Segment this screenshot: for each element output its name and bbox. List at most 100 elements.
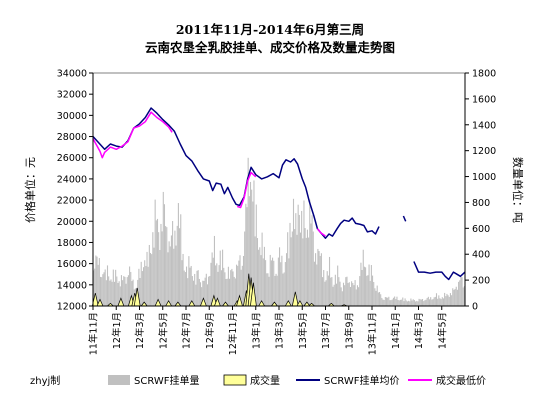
listing-volume-bar [402,297,404,306]
listing-volume-bar [291,231,293,306]
listing-volume-bar [187,278,189,306]
listing-volume-bar [435,293,438,306]
right-tick-label: 1800 [472,69,496,80]
listing-volume-bar [159,250,161,306]
listing-volume-bar [217,271,219,306]
listing-volume-bar [311,215,313,306]
listing-volume-bar [97,264,99,306]
listing-volume-bar [248,196,250,306]
x-tick-label: 12年7月 [181,312,193,349]
legend-label-deal_volume: 成交量 [250,374,280,387]
listing-volume-bar [154,199,156,306]
listing-volume-bar [309,199,311,306]
listing-volume-bar [348,282,350,306]
listing-volume-bar [370,265,372,306]
listing-volume-bar [244,231,246,306]
listing-volume-bar [455,286,457,306]
listing-volume-bar [231,268,233,306]
listing-volume-bar [184,272,186,306]
listing-volume-bar [213,235,215,306]
listing-volume-bar [174,230,176,306]
listing-volume-bar [375,290,377,306]
listing-volume-bar [140,261,142,306]
listing-volume-bar [444,292,446,306]
listing-volume-bar [461,277,463,306]
listing-volume-bar [431,299,433,306]
listing-volume-bar [253,180,255,306]
listing-volume-bar [353,285,355,306]
listing-volume-bar [441,297,443,306]
listing-volume-bar [161,231,163,306]
listing-volume-bar [445,296,447,306]
listing-avg-price-line [402,215,407,222]
listing-volume-bar [168,241,170,306]
listing-volume-bar [332,286,334,306]
listing-volume-bar [381,297,383,306]
listing-volume-bar [320,253,322,306]
legend-label-listing_avg_price: SCRWF挂单均价 [324,374,400,387]
listing-volume-bar [118,281,120,306]
listing-volume-bar [192,280,195,306]
right-tick-label: 1600 [472,94,496,105]
listing-volume-bar [233,276,235,306]
listing-volume-bar [93,270,95,306]
listing-volume-bar [385,297,388,306]
listing-volume-bar [415,301,417,306]
listing-volume-bar [316,264,318,306]
listing-volume-bar [216,263,218,306]
listing-volume-bar [330,277,332,306]
listing-volume-bar [389,300,391,306]
listing-volume-bar [460,276,462,306]
listing-volume-bar [199,282,202,306]
listing-volume-bar [181,260,183,306]
listing-volume-bars [93,157,465,306]
listing-volume-bar [305,237,307,306]
listing-volume-bar [456,289,458,306]
listing-volume-bar [290,237,292,306]
listing-volume-bar [331,277,333,306]
listing-volume-bar [410,298,412,306]
listing-volume-bar [277,257,279,306]
deal-min-price-line [236,171,257,209]
left-tick-label: 20000 [57,217,87,228]
left-tick-label: 18000 [57,238,87,249]
listing-volume-bar [106,265,109,306]
listing-volume-bar [144,260,146,306]
listing-volume-bar [360,262,362,306]
listing-volume-bar [359,276,361,306]
listing-volume-bar [104,269,106,306]
listing-volume-bar [449,293,451,306]
listing-volume-bar [324,281,326,306]
listing-volume-bar [302,238,304,306]
deal-volume-bars [91,273,348,307]
listing-volume-bar [212,257,214,306]
listing-volume-bar [266,273,268,306]
listing-volume-bar [226,278,228,306]
listing-volume-bar [153,247,155,306]
right-axis-label: 数量单位：吨 [511,157,525,223]
listing-volume-bar [201,287,203,306]
listing-volume-bar [240,269,242,306]
listing-volume-bar [437,298,439,306]
listing-volume-bar [152,232,154,306]
listing-volume-bar [432,299,434,306]
listing-volume-bar [368,264,370,306]
listing-volume-bar [274,275,276,306]
listing-volume-bar [102,274,104,306]
left-tick-label: 32000 [57,90,87,101]
listing-volume-bar [323,270,325,306]
listing-volume-bar [442,298,445,306]
listing-volume-bar [439,298,441,306]
listing-volume-bar [340,287,342,306]
listing-volume-bar [198,278,200,306]
listing-volume-bar [304,228,306,306]
listing-volume-bar [252,201,254,306]
listing-volume-bar [227,266,229,306]
listing-volume-bar [259,247,261,306]
legend-swatch-deal_volume [223,374,247,386]
listing-volume-bar [255,204,257,306]
left-axis-label: 价格单位：元 [23,157,37,223]
listing-volume-bar [210,262,212,306]
listing-volume-bar [151,254,153,306]
